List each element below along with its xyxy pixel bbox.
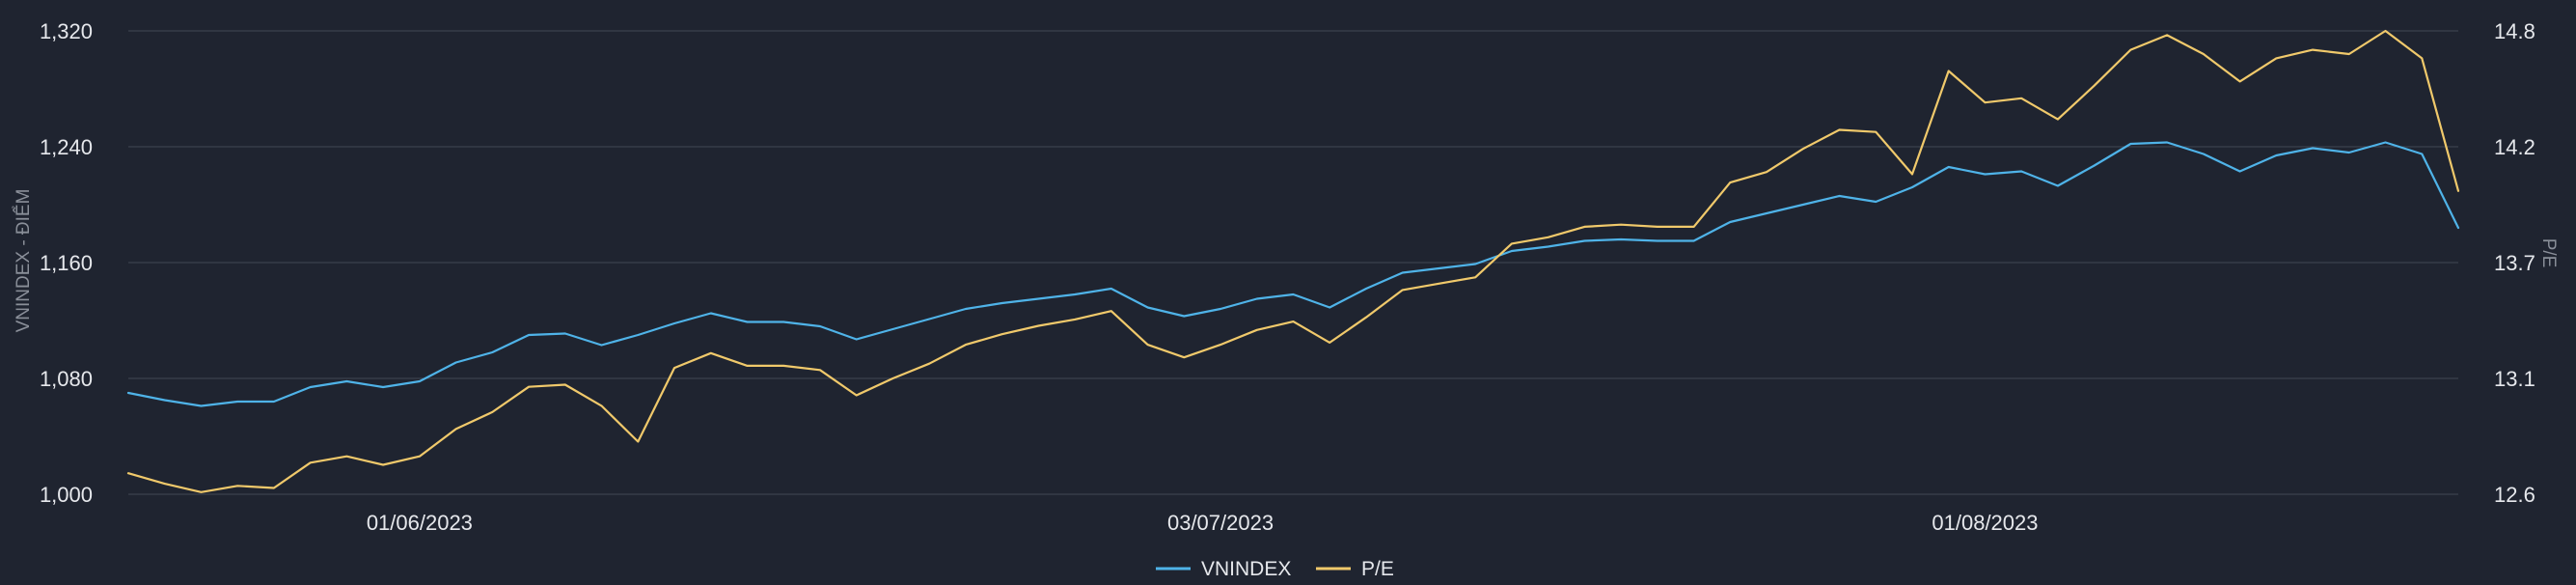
series-line-pe: [126, 29, 2460, 493]
right-tick-label: 13.7: [2494, 251, 2535, 275]
right-tick-label: 12.6: [2494, 483, 2535, 507]
left-tick-label: 1,320: [40, 19, 93, 43]
x-tick-label: 01/08/2023: [1932, 511, 2038, 535]
legend-item-vnindex[interactable]: VNINDEX: [1156, 558, 1291, 580]
left-tick-label: 1,000: [40, 483, 93, 507]
left-tick-label: 1,240: [40, 135, 93, 159]
gridlines: [128, 30, 2458, 495]
legend-item-pe[interactable]: P/E: [1316, 558, 1394, 580]
right-axis-title: P/E: [2538, 238, 2559, 268]
left-axis-ticks: 1,000 1,080 1,160 1,240 1,320: [40, 19, 93, 507]
right-tick-label: 14.2: [2494, 135, 2535, 159]
legend-label-vnindex: VNINDEX: [1201, 558, 1291, 580]
right-tick-label: 14.8: [2494, 19, 2535, 43]
right-axis-ticks: 12.6 13.1 13.7 14.2 14.8: [2494, 19, 2535, 507]
legend-label-pe: P/E: [1361, 558, 1394, 580]
series-lines: [126, 29, 2460, 493]
series-line-vnindex: [126, 141, 2460, 407]
right-tick-label: 13.1: [2494, 367, 2535, 391]
x-tick-label: 01/06/2023: [367, 511, 473, 535]
left-tick-label: 1,080: [40, 367, 93, 391]
x-tick-label: 03/07/2023: [1167, 511, 1274, 535]
left-axis-title: VNINDEX - ĐIỂM: [13, 189, 34, 333]
x-axis-ticks: 01/06/2023 03/07/2023 01/08/2023: [367, 511, 2039, 535]
left-tick-label: 1,160: [40, 251, 93, 275]
legend: VNINDEX P/E: [1156, 558, 1394, 580]
